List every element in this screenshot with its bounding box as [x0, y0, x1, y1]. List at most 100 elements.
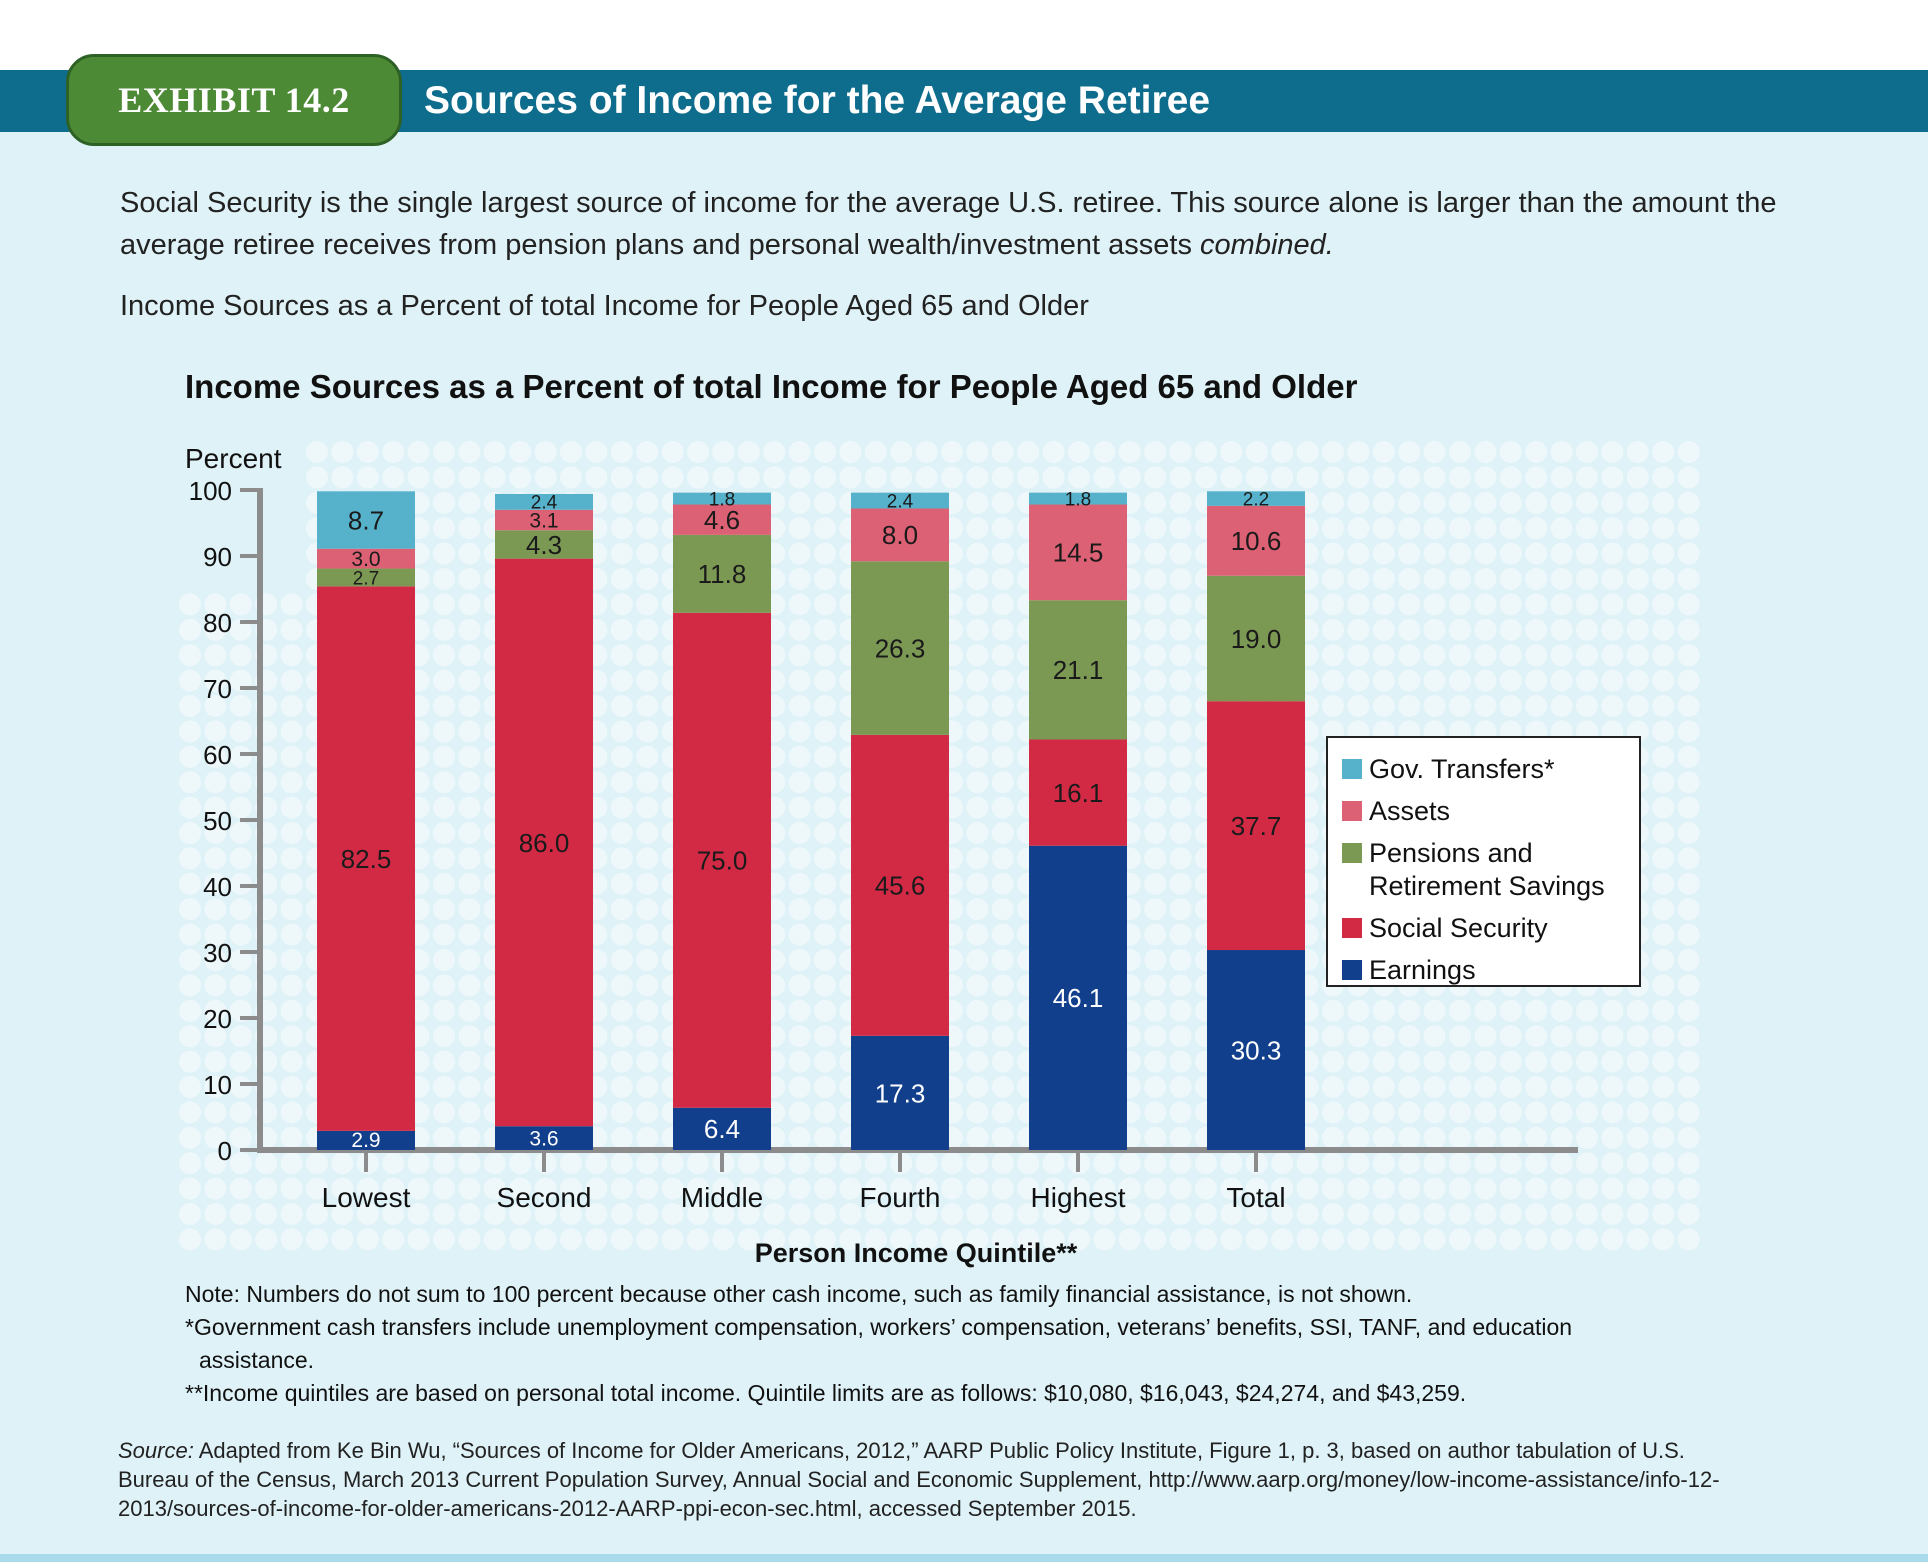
background-dot — [1017, 1152, 1040, 1175]
background-dot — [1398, 568, 1421, 590]
background-dot — [433, 949, 455, 971]
background-dot — [1576, 1228, 1598, 1251]
y-tick-label: 40 — [203, 872, 232, 902]
background-dot — [636, 441, 659, 463]
background-dot — [966, 999, 989, 1022]
background-dot — [280, 771, 303, 794]
background-dot — [229, 618, 252, 641]
background-dot — [1550, 1126, 1573, 1149]
background-dot — [179, 796, 201, 819]
background-dot — [1499, 1076, 1522, 1098]
background-dot — [534, 1203, 557, 1225]
background-dot — [864, 1177, 887, 1200]
background-dot — [1449, 1228, 1471, 1251]
background-dot — [204, 593, 227, 616]
background-dot — [433, 898, 455, 921]
background-dot — [814, 1025, 836, 1048]
background-dot — [1372, 1152, 1395, 1175]
background-dot — [1601, 695, 1624, 717]
background-dot — [179, 695, 201, 717]
background-dot — [991, 1228, 1014, 1251]
background-dot — [814, 771, 836, 794]
background-dot — [1652, 949, 1675, 971]
background-dot — [585, 1228, 608, 1251]
background-dot — [1144, 1228, 1167, 1251]
background-dot — [864, 1203, 887, 1225]
background-dot — [1144, 568, 1167, 590]
background-dot — [179, 1203, 201, 1225]
background-dot — [864, 441, 887, 463]
background-dot — [1372, 1126, 1395, 1149]
background-dot — [1499, 491, 1522, 514]
background-dot — [991, 745, 1014, 768]
background-dot — [1423, 542, 1446, 565]
background-dot — [890, 466, 913, 489]
background-dot — [1271, 1228, 1294, 1251]
background-dot — [204, 1228, 227, 1251]
y-tick-label: 10 — [203, 1070, 232, 1100]
background-dot — [1423, 491, 1446, 514]
background-dot — [483, 466, 506, 489]
bar-segment — [851, 508, 949, 562]
background-dot — [966, 974, 989, 997]
background-dot — [966, 669, 989, 692]
background-dot — [179, 949, 201, 971]
background-dot — [306, 1203, 328, 1225]
background-dot — [1271, 466, 1294, 489]
background-dot — [1372, 517, 1395, 540]
background-dot — [610, 1126, 633, 1149]
background-dot — [1525, 669, 1548, 692]
background-dot — [534, 466, 557, 489]
background-dot — [966, 745, 989, 768]
background-dot — [788, 542, 811, 565]
background-dot — [306, 1177, 328, 1200]
background-dot — [585, 441, 608, 463]
background-dot — [1652, 872, 1675, 895]
background-dot — [204, 1025, 227, 1048]
background-dot — [179, 974, 201, 997]
background-dot — [1118, 1152, 1141, 1175]
bar-value-label: 1.8 — [709, 489, 735, 510]
background-dot — [1677, 1203, 1700, 1225]
background-dot — [966, 1203, 989, 1225]
background-dot — [280, 1126, 303, 1149]
background-dot — [636, 1025, 659, 1048]
background-dot — [433, 822, 455, 844]
y-tick-label: 0 — [218, 1136, 232, 1166]
background-dot — [382, 1177, 405, 1200]
background-dot — [458, 745, 481, 768]
background-dot — [636, 644, 659, 667]
background-dot — [1169, 949, 1192, 971]
background-dot — [636, 695, 659, 717]
background-dot — [204, 1050, 227, 1073]
background-dot — [636, 771, 659, 794]
background-dot — [991, 542, 1014, 565]
background-dot — [636, 822, 659, 844]
background-dot — [687, 1203, 709, 1225]
bar-value-label: 30.3 — [1231, 1035, 1282, 1065]
background-dot — [1525, 644, 1548, 667]
background-dot — [915, 1152, 938, 1175]
background-dot — [1423, 441, 1446, 463]
background-dot — [1449, 1025, 1471, 1048]
bar-value-label: 3.1 — [529, 510, 558, 533]
background-dot — [1347, 1025, 1370, 1048]
background-dot — [560, 1203, 582, 1225]
background-dot — [1144, 593, 1167, 616]
legend-swatch — [1342, 843, 1362, 863]
background-dot — [1474, 669, 1497, 692]
background-dot — [788, 1101, 811, 1124]
background-dot — [560, 1177, 582, 1200]
background-dot — [179, 593, 201, 616]
background-dot — [991, 568, 1014, 590]
background-dot — [991, 1050, 1014, 1073]
y-tick-label: 80 — [203, 608, 232, 638]
background-dot — [1423, 1050, 1446, 1073]
background-dot — [1652, 593, 1675, 616]
background-dot — [204, 847, 227, 870]
background-dot — [991, 1203, 1014, 1225]
y-tick-label: 70 — [203, 674, 232, 704]
background-dot — [788, 1126, 811, 1149]
background-dot — [991, 1126, 1014, 1149]
